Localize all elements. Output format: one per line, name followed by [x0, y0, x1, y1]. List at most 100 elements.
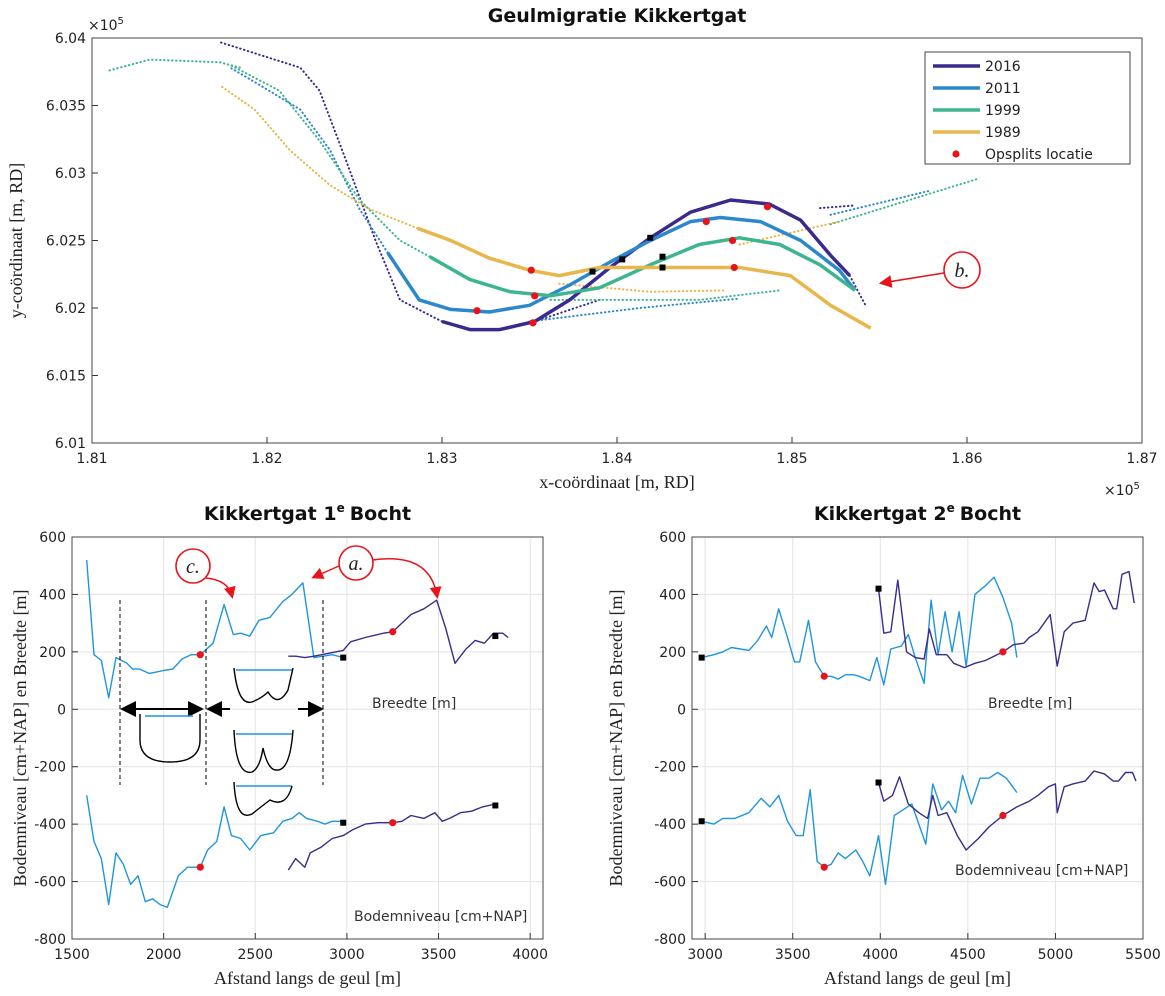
x-tick-label: 3000	[687, 947, 723, 963]
y-tick-label: 400	[39, 587, 66, 603]
x-axis-label: x-coördinaat [m, RD]	[539, 472, 694, 492]
x-tick-label: 3500	[775, 947, 811, 963]
x-tick-label: 1.82	[251, 451, 282, 467]
line-extension	[819, 204, 856, 210]
legend-box	[924, 51, 1131, 165]
y-tick-label: 200	[659, 645, 686, 661]
legend-label: 2016	[985, 59, 1021, 75]
y-tick-label: -800	[34, 932, 66, 948]
x-tick-label: 1.87	[1126, 451, 1157, 467]
line-extension	[549, 289, 781, 301]
split-point	[529, 319, 537, 327]
callout-label: c.	[186, 556, 200, 578]
y-tick-label: -400	[34, 817, 66, 833]
line	[877, 570, 1135, 669]
annotation: Bodemniveau [cm+NAP]	[955, 863, 1128, 879]
y-tick-label: -200	[654, 760, 686, 776]
title-suffix: Bocht	[350, 503, 411, 525]
y-tick-label: 400	[659, 587, 686, 603]
y-tick-label: 6.015	[46, 369, 86, 385]
end-marker	[340, 654, 347, 661]
line-extension	[528, 297, 741, 323]
split-point	[473, 307, 481, 315]
y-tick-label: 0	[57, 702, 66, 718]
split-point	[763, 203, 772, 211]
end-marker	[875, 585, 882, 592]
line-extension	[533, 298, 601, 323]
chart: 3000 3500 4000 4500 5000 5500-800-600-400-200…	[606, 501, 1161, 988]
chart-title: Kikkertgat 1e Bocht	[204, 501, 411, 525]
end-marker	[659, 264, 666, 271]
title-superscript: e	[337, 501, 345, 515]
split-point	[728, 236, 737, 245]
line	[386, 215, 857, 314]
charts: 1.81 1.82 1.83 1.84 1.85 1.86 1.87 6.01 6.015 6.0…	[6, 5, 1161, 988]
title-superscript: e	[947, 501, 955, 515]
callout-label: a.	[349, 553, 364, 575]
split-point	[702, 218, 710, 226]
callout: a.	[311, 545, 442, 599]
y-tick-label: 6.025	[46, 234, 86, 250]
x-tick-label: 1.85	[776, 451, 807, 467]
y-tick-label: 6.035	[46, 99, 86, 115]
end-marker	[340, 819, 347, 826]
split-point	[730, 263, 738, 272]
line	[701, 771, 1018, 886]
y-tick-label: 6.04	[55, 31, 86, 47]
y-tick-label: 200	[39, 645, 66, 661]
split-point	[999, 648, 1007, 656]
callout-label: b.	[955, 260, 970, 282]
multiplier-base: ×10	[88, 18, 118, 34]
y-tick-label: 600	[659, 530, 686, 546]
title-text: Kikkertgat 1	[204, 503, 337, 525]
axes-frame	[71, 536, 544, 940]
split-point	[820, 863, 828, 871]
legend-swatch	[952, 150, 960, 158]
x-tick-label: 4500	[950, 947, 986, 963]
x-tick-label: 4000	[512, 947, 548, 963]
line-extension	[558, 282, 727, 293]
legend-label: Opsplits locatie	[985, 147, 1093, 163]
y-tick-label: -400	[654, 817, 686, 833]
line-extension	[829, 189, 932, 216]
line	[288, 599, 509, 664]
annotation: Breedte [m]	[988, 696, 1072, 712]
y-axis-label: Bodemniveau [cm+NAP] en Breedte [m]	[606, 589, 626, 886]
x-multiplier: ×105	[1104, 481, 1140, 499]
split-point	[527, 266, 535, 274]
title-text: Geulmigratie Kikkertgat	[488, 5, 747, 27]
line	[877, 770, 1137, 851]
x-tick-label: 4000	[862, 947, 898, 963]
line	[416, 226, 872, 330]
x-tick-label: 1.83	[426, 451, 457, 467]
end-marker	[659, 253, 666, 260]
x-tick-label: 3000	[329, 947, 365, 963]
cross-section-sketches	[119, 600, 324, 816]
split-point	[999, 811, 1007, 820]
line-extension	[229, 66, 389, 254]
legend-label: 2011	[985, 81, 1021, 97]
y-tick-label: -200	[34, 760, 66, 776]
legend-label: 1989	[985, 125, 1021, 141]
legend-label: 1999	[985, 103, 1021, 119]
x-tick-label: 1.81	[76, 451, 107, 467]
end-marker	[647, 234, 654, 241]
split-point	[389, 819, 397, 827]
split-point	[196, 863, 204, 871]
title-suffix: Bocht	[960, 503, 1021, 525]
end-marker	[492, 802, 499, 809]
annotation: Bodemniveau [cm+NAP]	[354, 909, 527, 925]
chart-title: Geulmigratie Kikkertgat	[488, 5, 747, 27]
split-point	[389, 628, 397, 636]
line	[428, 236, 857, 298]
legend: 2016 2011 1999 1989 Opsplits locatie	[924, 51, 1131, 165]
y-axis-label: Bodemniveau [cm+NAP] en Breedte [m]	[10, 589, 30, 886]
plot-area	[72, 537, 543, 939]
split-point	[820, 672, 828, 680]
x-tick-label: 1500	[54, 947, 90, 963]
x-tick-label: 5500	[1125, 947, 1161, 963]
y-tick-label: -600	[34, 875, 66, 891]
annotation: Breedte [m]	[372, 696, 456, 712]
y-tick-label: 600	[39, 530, 66, 546]
axes-frame	[691, 536, 1144, 940]
